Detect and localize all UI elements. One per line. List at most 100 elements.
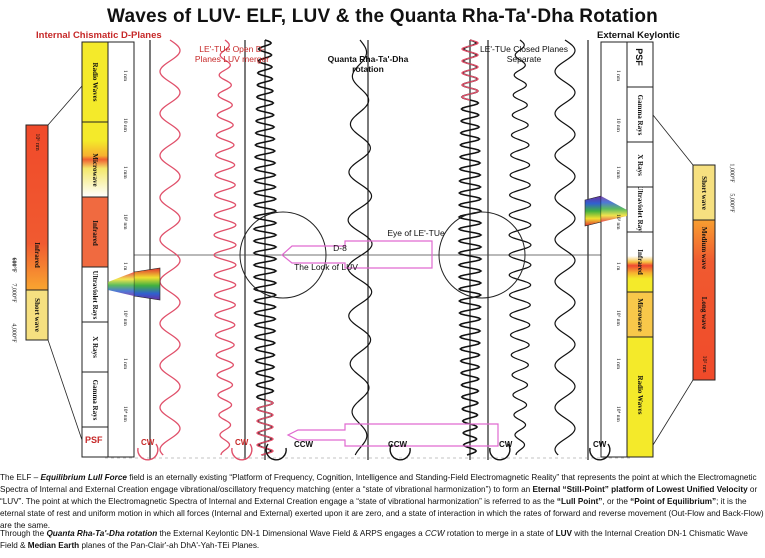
left-bar-label-top: 10⁶ nm bbox=[34, 133, 40, 151]
left-big-bar bbox=[25, 85, 83, 441]
paragraph-run: with the Internal Creation DN-1 Chismati… bbox=[0, 529, 748, 550]
black-wave-4 bbox=[508, 39, 532, 456]
scale-tick: 1 nm bbox=[615, 70, 621, 82]
paragraph-run: ; it is the eternal state of rest and un… bbox=[0, 497, 764, 530]
right-band-infrared: Infrared bbox=[636, 249, 644, 275]
paragraph-run: CCW bbox=[425, 529, 445, 538]
scale-tick: 1 mm bbox=[122, 166, 128, 179]
psf-left-label: PSF bbox=[85, 435, 103, 445]
paragraph-run: Quanta Rha-Ta'-Dha rotation bbox=[46, 529, 158, 538]
wave-diagram bbox=[25, 39, 716, 461]
scale-tick: 10⁴ nm bbox=[122, 406, 128, 422]
rotation-label-6: CW bbox=[593, 440, 607, 449]
rotation-label-3: CCW bbox=[294, 440, 314, 449]
paragraph-run: Equilibrium Lull Force bbox=[40, 473, 127, 482]
left-bar-label-short: Short wave bbox=[33, 297, 41, 332]
left-band-xrays: X Rays bbox=[91, 336, 99, 358]
scale-tick: 1 nm bbox=[122, 70, 128, 82]
right-big-bar bbox=[652, 114, 716, 446]
paragraph-run: “Lull Point” bbox=[556, 497, 603, 506]
rotation-label-5: CW bbox=[499, 440, 513, 449]
left-band-infrared: Infrared bbox=[91, 219, 99, 246]
red-wave-top bbox=[460, 39, 480, 101]
right-band-ultraviolet: Ultraviolet Rays bbox=[636, 187, 644, 232]
right-bar-label-short: Short wave bbox=[700, 175, 708, 210]
label-d8: D-8 bbox=[333, 243, 347, 253]
left-band-radio: Radio Waves bbox=[91, 62, 99, 102]
left-prism bbox=[108, 267, 161, 301]
scale-tick: 10⁶ nm bbox=[615, 310, 621, 326]
red-wave-2 bbox=[213, 39, 237, 456]
scale-tick: 10³ nm bbox=[615, 214, 621, 230]
left-band-ultraviolet: Ultraviolet Rays bbox=[91, 270, 99, 319]
right-band-gamma: Gamma Rays bbox=[636, 94, 644, 135]
label-look-of-luv: The Look of LUV bbox=[294, 262, 358, 272]
look-of-luv-circle bbox=[239, 211, 327, 299]
right-prism bbox=[584, 195, 627, 227]
paragraph-run: Median Earth bbox=[27, 541, 80, 550]
black-wave-1 bbox=[252, 39, 278, 456]
right-bar-label-medium: Medium wave bbox=[700, 226, 708, 269]
left-band-gamma: Gamma Rays bbox=[91, 379, 99, 420]
paragraph-run: , or the bbox=[602, 497, 631, 506]
paragraph-run: The ELF – bbox=[0, 473, 41, 482]
psf-right-label: PSF bbox=[633, 48, 644, 66]
label-eye: Eye of LE'-TUe bbox=[387, 228, 445, 238]
right-band-radio: Radio Waves bbox=[636, 375, 644, 415]
red-wave-bottom bbox=[255, 399, 275, 456]
wave-group bbox=[159, 39, 576, 456]
pink-arrows bbox=[281, 240, 499, 447]
label-open-planes: LE'-TUe Open D-Planes LUV merger bbox=[194, 44, 270, 64]
left-spectrum-column bbox=[81, 41, 135, 458]
right-bar-label-long: Long wave bbox=[700, 296, 708, 329]
scale-tick: 10 nm bbox=[615, 118, 621, 132]
description-paragraph-1: The ELF – Equilibrium Lull Force field i… bbox=[0, 472, 765, 532]
black-wave-2 bbox=[347, 39, 373, 456]
rotation-label-4: CCW bbox=[388, 440, 408, 449]
scale-tick: 1 nm bbox=[615, 358, 621, 370]
black-wave-5 bbox=[554, 39, 576, 456]
scale-tick: 10 nm bbox=[122, 118, 128, 132]
header-right: External Keylontic bbox=[597, 30, 680, 41]
label-closed-planes: LE'-TUe Closed Planes Separate bbox=[479, 44, 569, 64]
right-temp-5000: 5,000°F bbox=[728, 193, 735, 213]
paragraph-run: field is an eternally existing “Platform… bbox=[0, 473, 757, 494]
rotation-arrows bbox=[137, 443, 611, 461]
right-bar-label-bottom: 10² nm bbox=[701, 355, 707, 373]
page-title: Waves of LUV- ELF, LUV & the Quanta Rha-… bbox=[107, 6, 658, 27]
left-bar-label-infrared: Infrared bbox=[33, 242, 41, 268]
left-temp-4000: 4,000°F bbox=[10, 323, 17, 343]
paragraph-run: Eternal “Still-Point” platform of Lowest… bbox=[532, 485, 748, 494]
left-temp-600: 600°F bbox=[10, 257, 17, 273]
right-temp-1000: 1,000°F bbox=[728, 163, 735, 183]
right-band-microwave: Microwave bbox=[636, 297, 644, 332]
right-spectrum-column bbox=[600, 41, 654, 458]
scale-tick: 1 m bbox=[615, 262, 621, 271]
paragraph-run: planes of the Pan-Clair'-ah DhA'-Yah-TEi… bbox=[79, 541, 260, 550]
paragraph-run: “Point of Equilibrium” bbox=[630, 497, 717, 506]
left-band-microwave: Microwave bbox=[91, 153, 99, 187]
right-band-xrays: X Rays bbox=[636, 153, 644, 176]
label-quanta-rotation: Quanta Rha-Ta'-Dha rotation bbox=[327, 54, 409, 74]
upper-arrow bbox=[281, 240, 433, 269]
paragraph-run: LUV bbox=[555, 529, 572, 538]
scale-tick: 10³ nm bbox=[122, 214, 128, 230]
black-wave-3 bbox=[457, 39, 483, 456]
paragraph-run: or “LUV”. The point at which the Electro… bbox=[0, 485, 758, 506]
paragraph-run: the External Keylontic DN-1 Dimensional … bbox=[157, 529, 425, 538]
description-paragraph-2: Through the Quanta Rha-Ta'-Dha rotation … bbox=[0, 528, 765, 552]
scale-tick: 1 nm bbox=[122, 358, 128, 370]
left-temp-7000: 7,000°F bbox=[10, 283, 17, 303]
eye-circle bbox=[438, 211, 526, 299]
paragraph-run: rotation to merge in a state of bbox=[444, 529, 556, 538]
red-wave-1 bbox=[159, 39, 181, 456]
rotation-label-1: CW bbox=[141, 438, 155, 447]
rotation-label-2: CW bbox=[235, 438, 249, 447]
scale-tick: 1 m bbox=[122, 262, 128, 271]
scale-tick: 1 mm bbox=[615, 166, 621, 179]
paragraph-run: Through the bbox=[0, 529, 47, 538]
scale-tick: 10⁶ nm bbox=[122, 310, 128, 326]
scale-tick: 10⁴ nm bbox=[615, 406, 621, 422]
lower-arrow bbox=[286, 423, 499, 447]
header-left: Internal Chismatic D-Planes bbox=[36, 30, 162, 41]
